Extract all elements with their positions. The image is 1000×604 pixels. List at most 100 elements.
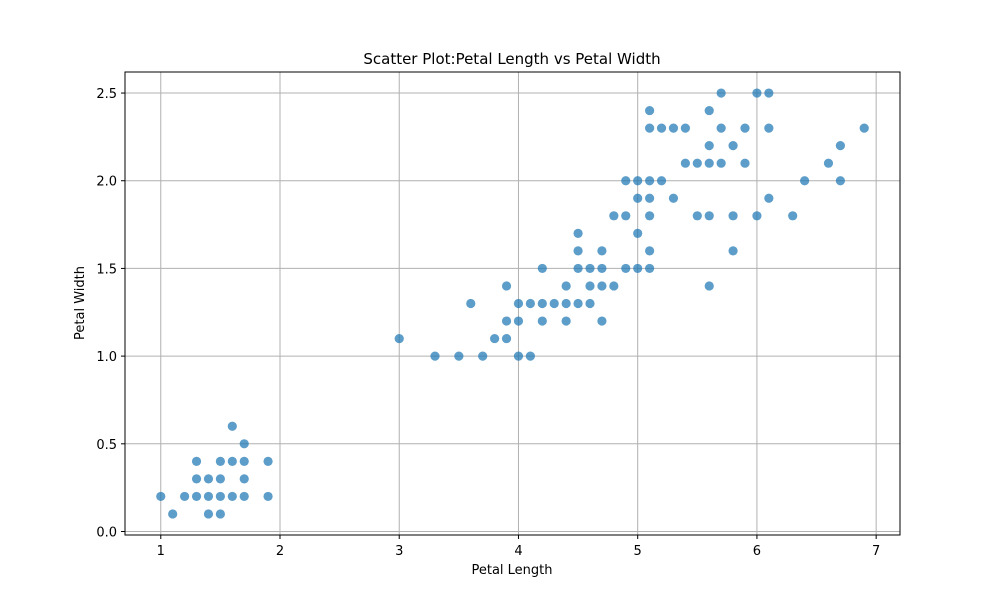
data-point	[645, 246, 655, 256]
data-point	[621, 211, 631, 221]
data-point	[728, 211, 738, 221]
y-axis-label: Petal Width	[73, 266, 88, 340]
x-tick-label: 1	[157, 544, 165, 559]
data-point	[645, 211, 655, 221]
data-point	[645, 263, 655, 274]
data-point	[561, 281, 571, 291]
data-point	[537, 316, 547, 326]
data-point	[609, 211, 619, 221]
data-point	[227, 456, 237, 466]
data-point	[740, 123, 750, 133]
data-point	[597, 281, 607, 291]
data-point	[203, 491, 214, 502]
data-point	[573, 228, 583, 238]
data-point	[740, 158, 750, 168]
data-point	[716, 123, 726, 133]
x-tick-label: 5	[634, 544, 642, 559]
data-point	[203, 509, 214, 519]
data-point	[656, 123, 667, 133]
data-point	[215, 474, 225, 484]
data-point	[573, 246, 583, 256]
data-point	[668, 193, 679, 203]
data-point	[215, 491, 225, 502]
data-point	[525, 298, 535, 309]
data-point	[823, 158, 834, 168]
data-point	[668, 123, 679, 133]
data-point	[513, 298, 524, 309]
y-tick-label: 0.5	[96, 438, 117, 453]
data-point	[227, 421, 237, 431]
data-point	[800, 176, 810, 186]
data-point	[716, 158, 726, 168]
data-point	[859, 123, 869, 133]
data-point	[585, 263, 595, 274]
data-point	[490, 333, 500, 344]
data-point	[227, 491, 237, 502]
data-point	[239, 456, 249, 466]
data-point	[501, 281, 512, 291]
data-point	[597, 263, 607, 274]
data-point	[597, 246, 607, 256]
data-point	[645, 193, 655, 203]
data-point	[835, 141, 845, 151]
data-point	[191, 491, 202, 502]
data-point	[692, 211, 702, 221]
data-point	[835, 176, 845, 186]
y-tick-label: 0.0	[96, 525, 117, 540]
x-axis-label: Petal Length	[471, 563, 552, 578]
data-point	[704, 141, 714, 151]
data-point	[585, 281, 595, 291]
x-tick-label: 4	[514, 544, 522, 559]
data-point	[728, 246, 738, 256]
data-point	[621, 176, 631, 186]
data-point	[692, 158, 702, 168]
data-point	[764, 193, 774, 203]
data-point	[704, 281, 714, 291]
data-point	[168, 509, 178, 519]
x-tick-label: 6	[753, 544, 761, 559]
data-point	[537, 263, 547, 274]
x-tick-label: 3	[395, 544, 403, 559]
data-point	[215, 456, 225, 466]
data-point	[645, 123, 655, 133]
data-point	[633, 176, 643, 186]
data-point	[525, 351, 535, 361]
data-point	[203, 474, 214, 484]
data-point	[597, 316, 607, 326]
data-points	[156, 88, 869, 519]
data-point	[728, 141, 738, 151]
data-point	[430, 351, 440, 361]
x-tick-label: 7	[872, 544, 880, 559]
data-point	[621, 263, 631, 274]
data-point	[215, 509, 225, 519]
data-point	[180, 491, 190, 502]
data-point	[764, 123, 774, 133]
data-point	[549, 298, 559, 309]
data-point	[513, 316, 524, 326]
data-point	[680, 123, 690, 133]
data-point	[704, 211, 714, 221]
data-point	[716, 88, 726, 98]
data-point	[633, 263, 643, 274]
data-point	[239, 491, 249, 502]
data-point	[788, 211, 798, 221]
data-point	[573, 263, 583, 274]
data-point	[752, 211, 762, 221]
data-point	[191, 474, 202, 484]
y-tick-label: 2.5	[96, 87, 117, 102]
data-point	[680, 158, 690, 168]
data-point	[633, 228, 643, 238]
data-point	[501, 333, 512, 344]
x-axis-ticks: 1 2 3 4 5 6 7	[157, 535, 880, 559]
data-point	[645, 176, 655, 186]
data-point	[633, 193, 643, 203]
data-point	[573, 298, 583, 309]
data-point	[263, 456, 273, 466]
data-point	[394, 333, 404, 344]
data-point	[656, 176, 667, 186]
data-point	[156, 491, 166, 502]
y-tick-label: 2.0	[96, 175, 117, 190]
plot-frame	[124, 71, 901, 536]
